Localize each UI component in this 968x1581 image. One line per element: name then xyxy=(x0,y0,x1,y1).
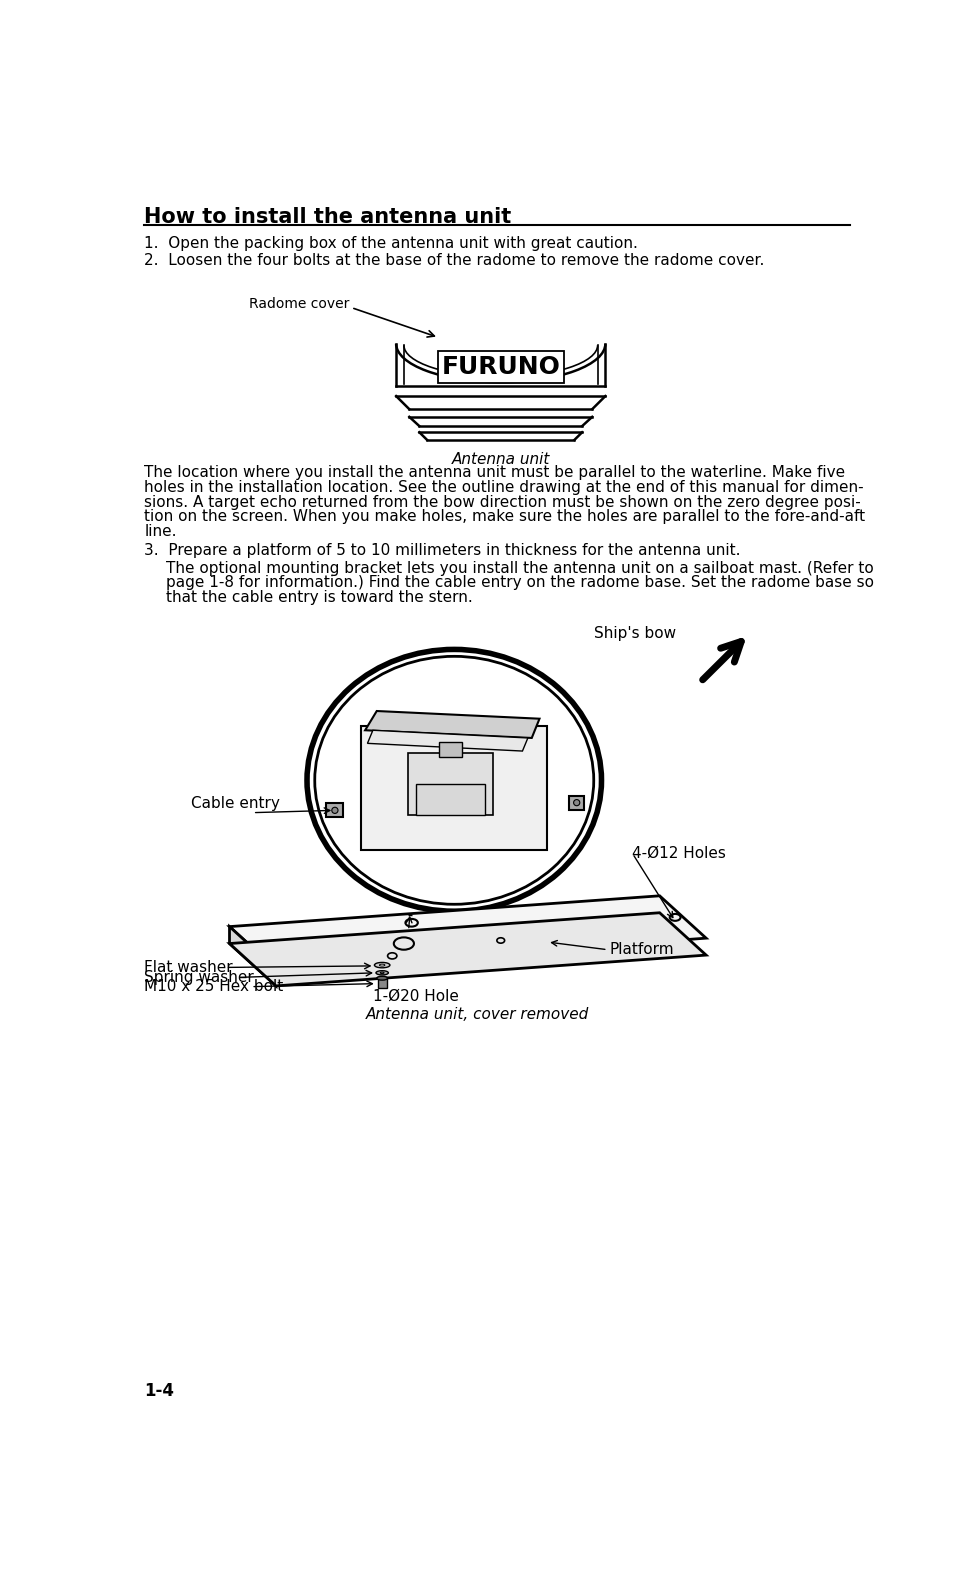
Text: that the cable entry is toward the stern.: that the cable entry is toward the stern… xyxy=(166,590,472,606)
Text: Cable entry: Cable entry xyxy=(191,795,280,811)
Text: How to install the antenna unit: How to install the antenna unit xyxy=(144,207,511,226)
Text: tion on the screen. When you make holes, make sure the holes are parallel to the: tion on the screen. When you make holes,… xyxy=(144,509,865,525)
Text: Spring washer: Spring washer xyxy=(144,969,254,985)
Bar xyxy=(569,795,585,809)
Text: Platform: Platform xyxy=(609,942,674,957)
Text: Antenna unit, cover removed: Antenna unit, cover removed xyxy=(366,1007,590,1023)
Text: Ship's bow: Ship's bow xyxy=(593,626,676,642)
Text: The location where you install the antenna unit must be parallel to the waterlin: The location where you install the anten… xyxy=(144,465,845,481)
Polygon shape xyxy=(229,912,706,987)
Text: M10 x 25 Hex bolt: M10 x 25 Hex bolt xyxy=(144,979,284,994)
Bar xyxy=(415,784,485,814)
Polygon shape xyxy=(229,926,276,987)
Text: 1.  Open the packing box of the antenna unit with great caution.: 1. Open the packing box of the antenna u… xyxy=(144,236,638,251)
Text: line.: line. xyxy=(144,523,177,539)
Ellipse shape xyxy=(379,964,385,966)
Circle shape xyxy=(332,808,338,813)
Text: Flat washer: Flat washer xyxy=(144,960,233,975)
Text: The optional mounting bracket lets you install the antenna unit on a sailboat ma: The optional mounting bracket lets you i… xyxy=(166,561,874,575)
Bar xyxy=(361,726,547,849)
Text: FURUNO: FURUNO xyxy=(441,354,560,379)
Polygon shape xyxy=(365,711,539,738)
Ellipse shape xyxy=(377,977,387,980)
Text: Radome cover: Radome cover xyxy=(249,297,349,311)
Ellipse shape xyxy=(376,971,388,975)
Ellipse shape xyxy=(375,963,390,968)
Text: 3.  Prepare a platform of 5 to 10 millimeters in thickness for the antenna unit.: 3. Prepare a platform of 5 to 10 millime… xyxy=(144,544,741,558)
Text: sions. A target echo returned from the bow direction must be shown on the zero d: sions. A target echo returned from the b… xyxy=(144,495,861,509)
Bar xyxy=(439,741,462,757)
Polygon shape xyxy=(368,730,528,751)
Text: page 1-8 for information.) Find the cable entry on the radome base. Set the rado: page 1-8 for information.) Find the cabl… xyxy=(166,575,874,590)
Text: 4-Ø12 Holes: 4-Ø12 Holes xyxy=(632,846,726,862)
Text: Antenna unit: Antenna unit xyxy=(451,452,550,466)
Text: 2.  Loosen the four bolts at the base of the radome to remove the radome cover.: 2. Loosen the four bolts at the base of … xyxy=(144,253,765,267)
Polygon shape xyxy=(229,896,706,969)
Bar xyxy=(408,754,493,814)
Polygon shape xyxy=(378,979,387,988)
Text: 1-Ø20 Hole: 1-Ø20 Hole xyxy=(373,988,459,1004)
Text: 1-4: 1-4 xyxy=(144,1382,174,1399)
Circle shape xyxy=(574,800,580,806)
Text: holes in the installation location. See the outline drawing at the end of this m: holes in the installation location. See … xyxy=(144,481,863,495)
Bar xyxy=(326,803,344,817)
